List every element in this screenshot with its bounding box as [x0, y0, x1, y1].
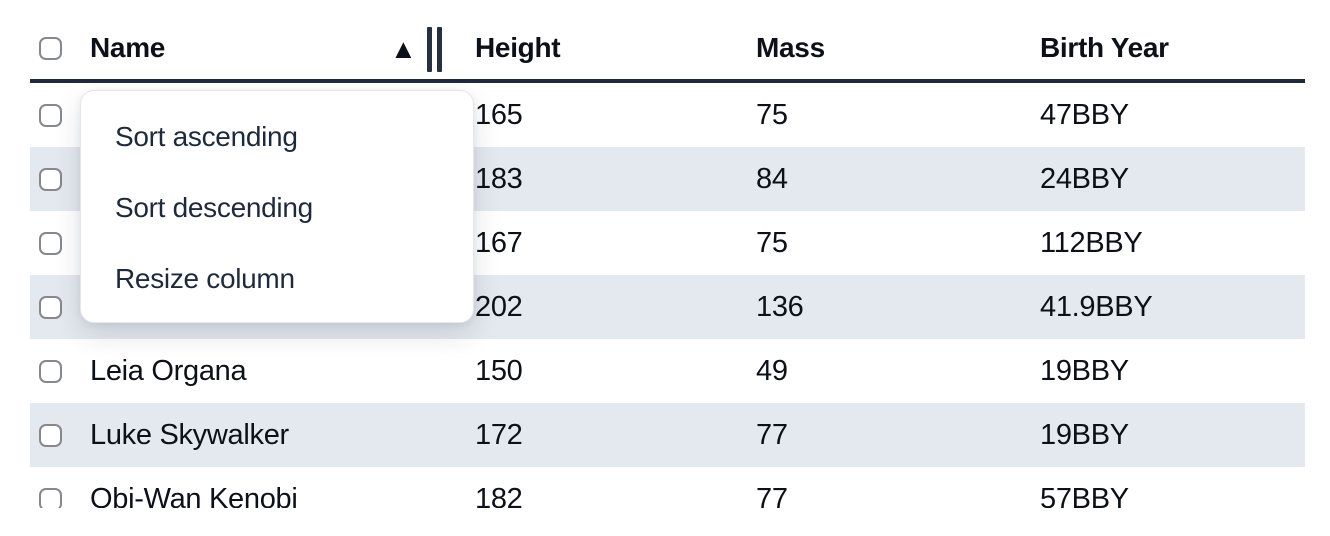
height-cell: 167 — [475, 226, 523, 259]
height-cell: 172 — [475, 418, 523, 451]
menu-item-resize-column[interactable]: Resize column — [115, 262, 295, 294]
birth-year-cell: 57BBY — [1040, 482, 1129, 509]
row-checkbox[interactable] — [39, 423, 62, 447]
row-checkbox-cell — [30, 487, 90, 508]
row-checkbox[interactable] — [39, 231, 62, 255]
column-header-name[interactable]: Name ▲ — [90, 17, 475, 79]
select-all-checkbox[interactable] — [39, 36, 62, 60]
height-cell: 182 — [475, 482, 523, 509]
sort-ascending-icon: ▲ — [390, 34, 417, 64]
row-checkbox-cell — [30, 103, 90, 127]
row-checkbox[interactable] — [39, 103, 62, 127]
name-cell: Obi-Wan Kenobi — [90, 482, 298, 509]
row-checkbox[interactable] — [39, 295, 62, 319]
birth-year-cell: 41.9BBY — [1040, 290, 1153, 323]
row-checkbox[interactable] — [39, 167, 62, 191]
birth-year-cell: 112BBY — [1040, 226, 1143, 259]
column-resize-handle-icon[interactable] — [427, 27, 442, 72]
birth-year-cell: 24BBY — [1040, 162, 1129, 195]
column-header-label: Name — [90, 32, 166, 63]
height-cell: 202 — [475, 290, 523, 323]
name-cell: Leia Organa — [90, 354, 247, 387]
mass-cell: 84 — [756, 162, 788, 195]
height-cell: 150 — [475, 354, 523, 387]
row-checkbox-cell — [30, 167, 90, 191]
mass-cell: 49 — [756, 354, 788, 387]
mass-cell: 77 — [756, 482, 788, 509]
mass-cell: 77 — [756, 418, 788, 451]
table-row[interactable]: Luke Skywalker 172 77 19BBY — [30, 403, 1305, 467]
menu-item-sort-descending[interactable]: Sort descending — [115, 191, 313, 223]
row-checkbox-cell — [30, 295, 90, 319]
row-checkbox[interactable] — [39, 487, 62, 508]
table-row[interactable]: 167 75 112BBY — [30, 211, 1305, 275]
table-row[interactable]: Leia Organa 150 49 19BBY — [30, 339, 1305, 403]
height-cell: 165 — [475, 98, 523, 131]
table-row[interactable]: 165 75 47BBY — [30, 83, 1305, 147]
name-cell: Luke Skywalker — [90, 418, 289, 451]
row-checkbox[interactable] — [39, 359, 62, 383]
row-checkbox-cell — [30, 359, 90, 383]
column-context-menu: Sort ascending Sort descending Resize colu… — [80, 90, 474, 323]
table-row[interactable]: Obi-Wan Kenobi 182 77 57BBY — [30, 467, 1305, 508]
select-all-cell — [30, 36, 90, 60]
table-header-row: Name ▲ Height Mass Birth Year — [30, 0, 1305, 83]
column-header-mass[interactable]: Mass — [756, 32, 825, 63]
birth-year-cell: 19BBY — [1040, 354, 1129, 387]
column-header-height[interactable]: Height — [475, 32, 561, 63]
menu-item-sort-ascending[interactable]: Sort ascending — [115, 120, 298, 152]
mass-cell: 75 — [756, 98, 788, 131]
mass-cell: 136 — [756, 290, 804, 323]
mass-cell: 75 — [756, 226, 788, 259]
row-checkbox-cell — [30, 231, 90, 255]
birth-year-cell: 47BBY — [1040, 98, 1129, 131]
column-header-birth-year[interactable]: Birth Year — [1040, 32, 1169, 63]
birth-year-cell: 19BBY — [1040, 418, 1129, 451]
height-cell: 183 — [475, 162, 523, 195]
row-checkbox-cell — [30, 423, 90, 447]
